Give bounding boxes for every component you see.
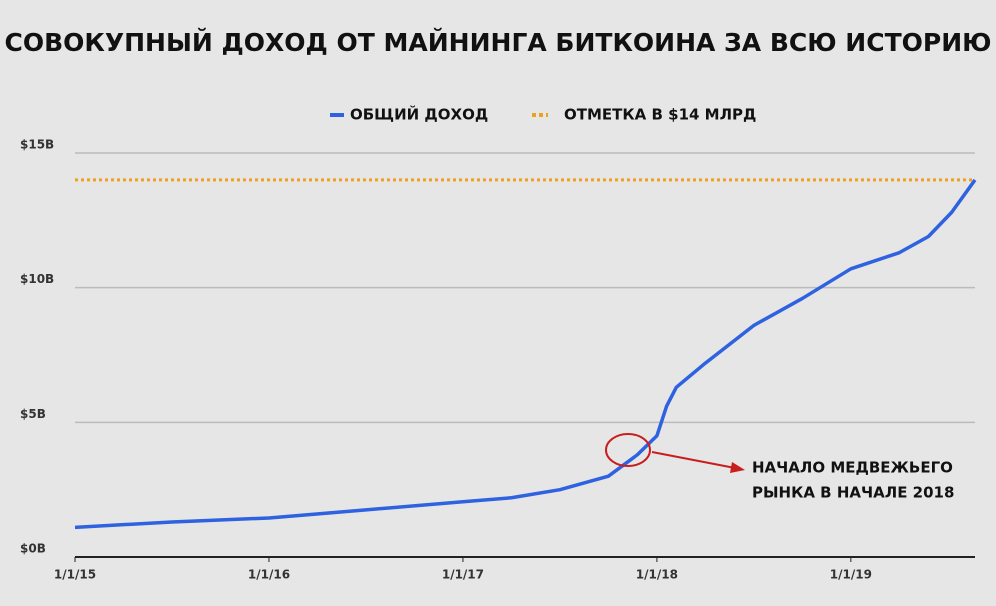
y-tick-label: $15B [20, 138, 54, 152]
y-tick-label: $0B [20, 542, 46, 556]
annotation-text: НАЧАЛО МЕДВЕЖЬЕГО [752, 459, 953, 477]
annotation-arrow [651, 451, 736, 469]
y-tick-label: $10B [20, 272, 54, 286]
x-tick-label: 1/1/17 [442, 568, 484, 582]
legend-label: ОБЩИЙ ДОХОД [350, 105, 488, 124]
data-line [74, 178, 977, 530]
x-tick-label: 1/1/19 [830, 568, 872, 582]
x-tick-label: 1/1/16 [248, 568, 290, 582]
annotation-circle [605, 433, 651, 467]
x-tick-label: 1/1/18 [636, 568, 678, 582]
y-tick-label: $5B [20, 407, 46, 421]
legend-label: ОТМЕТКА В $14 МЛРД [564, 106, 756, 124]
annotation-arrowhead [730, 462, 745, 473]
chart-title: СОВОКУПНЫЙ ДОХОД ОТ МАЙНИНГА БИТКОИНА ЗА… [5, 28, 992, 57]
x-tick-label: 1/1/15 [54, 568, 96, 582]
annotation-text: РЫНКА В НАЧАЛЕ 2018 [752, 484, 954, 502]
